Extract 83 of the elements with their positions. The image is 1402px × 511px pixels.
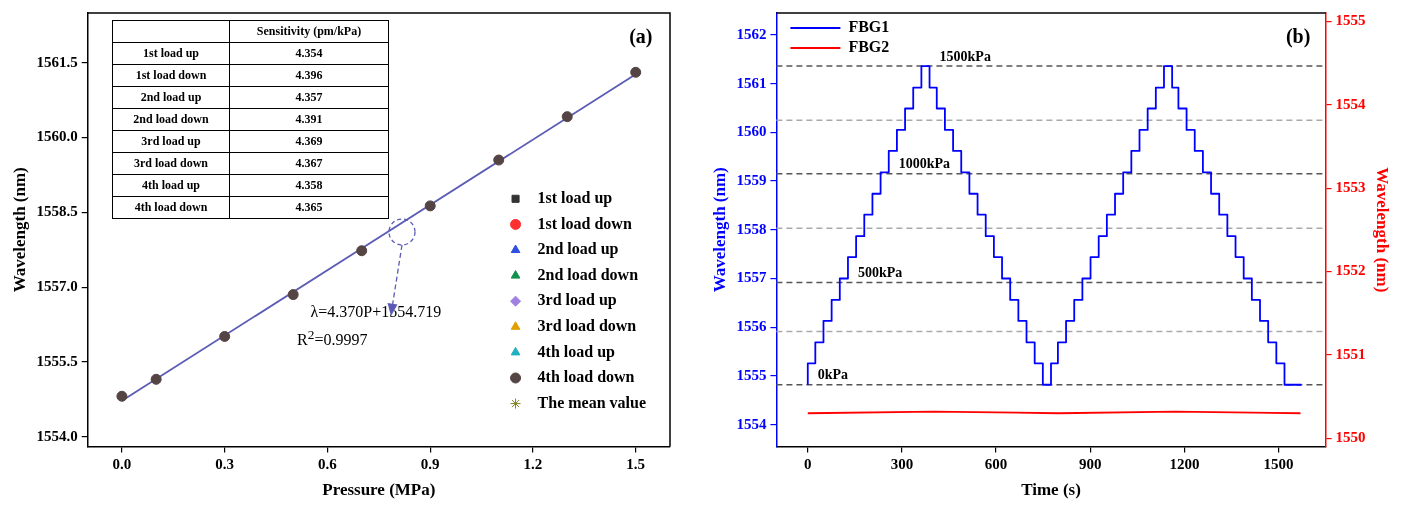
y2-tick-label: 1550	[1335, 429, 1366, 446]
point	[424, 200, 436, 212]
y-tick-label: 1555	[736, 366, 767, 383]
point	[219, 330, 231, 342]
x-tick-label: 600	[984, 456, 1008, 473]
y2-tick-label: 1551	[1335, 345, 1366, 362]
annotation: 3rd load up	[112, 130, 230, 153]
y-tick-label: 1560	[736, 123, 767, 140]
ref-line-label: 1000kPa	[898, 156, 951, 172]
annotation: (a)	[629, 24, 653, 48]
x-tick-label: 300	[890, 456, 914, 473]
legend-label: 3rd load up	[537, 291, 617, 310]
y-tick-label: 1555.5	[36, 352, 78, 369]
x-axis-title: Time (s)	[1021, 480, 1081, 500]
text: Sensitivity (pm/kPa)	[229, 20, 389, 43]
x-tick-label: 1200	[1169, 456, 1200, 473]
legend-label: FBG2	[848, 38, 890, 56]
x-tick-label: 0	[804, 456, 812, 473]
y-tick-label: 1557.0	[36, 277, 78, 294]
y2-tick-label: 1555	[1335, 12, 1366, 29]
y2-tick-label: 1553	[1335, 178, 1366, 195]
legend-label: 1st load down	[537, 214, 632, 232]
annotation: 1st load up	[112, 42, 230, 65]
point	[150, 373, 162, 385]
y-tick-label: 1561	[736, 74, 767, 91]
annotation: 4.367	[229, 152, 389, 175]
x-tick-label: 900	[1078, 456, 1102, 473]
annotation: 4.369	[229, 130, 389, 153]
y-tick-label: 1554	[736, 415, 767, 432]
annotation: R$^{2}$=0.9997	[297, 327, 368, 350]
y-tick-label: 1558.5	[36, 203, 78, 220]
legend-label: 2nd load down	[537, 265, 639, 283]
y2-tick-label: 1554	[1335, 95, 1367, 112]
ref-line-label: 0kPa	[817, 367, 849, 383]
annotation: 4.358	[229, 174, 389, 197]
annotation: 2nd load up	[112, 86, 230, 109]
y2-tick-label: 1552	[1335, 262, 1366, 279]
y-axis-title: Wavelength (nm)	[9, 167, 29, 293]
ref-line-label: 500kPa	[857, 265, 903, 281]
annotation: 4.357	[229, 86, 389, 109]
y-tick-label: 1558	[736, 220, 767, 237]
x-tick-label: 0.6	[318, 456, 338, 473]
point	[116, 390, 128, 402]
annotation: λ=4.370P+1554.719	[310, 303, 442, 322]
y-tick-label: 1562	[736, 25, 767, 42]
annotation: 4.354	[229, 42, 389, 65]
x-axis-title: Pressure (MPa)	[322, 480, 436, 500]
y-tick-label: 1560.0	[36, 128, 78, 145]
annotation: 4th load up	[112, 174, 230, 197]
annotation: 4.365	[229, 196, 389, 219]
point	[287, 289, 299, 301]
point	[493, 154, 505, 166]
y2-axis-title: Wavelength (nm)	[1373, 167, 1393, 293]
point	[630, 66, 642, 78]
annotation: 2nd load down	[112, 108, 230, 131]
legend-label: FBG1	[848, 18, 890, 36]
x-tick-label: 1.2	[523, 456, 543, 473]
y-axis-title: Wavelength (nm)	[709, 167, 729, 293]
legend-label: 2nd load up	[537, 240, 619, 259]
y-tick-label: 1557	[736, 269, 767, 286]
legend-label: 3rd load down	[537, 316, 637, 334]
annotation: 3rd load down	[112, 152, 230, 175]
y-tick-label: 1554.0	[36, 427, 78, 444]
ref-line-label: 1500kPa	[939, 48, 991, 64]
legend-label: 4th load up	[537, 342, 616, 361]
legend-label: The mean value	[537, 393, 647, 411]
x-tick-label: 0.3	[215, 456, 235, 473]
y-tick-label: 1556	[736, 318, 767, 335]
legend-label: 4th load down	[537, 368, 635, 386]
x-tick-label: 1.5	[626, 456, 646, 473]
annotation: (b)	[1285, 24, 1311, 48]
annotation: 4.391	[229, 108, 389, 131]
annotation: 4th load down	[112, 196, 230, 219]
y-tick-label: 1561.5	[36, 53, 78, 70]
annotation: 4.396	[229, 64, 389, 87]
legend-label: 1st load up	[537, 188, 613, 207]
point	[356, 245, 368, 257]
x-tick-label: 0.9	[420, 456, 440, 473]
y-tick-label: 1559	[736, 171, 767, 188]
annotation: 1st load down	[112, 64, 230, 87]
x-tick-label: 1500	[1263, 456, 1294, 473]
x-tick-label: 0.0	[112, 456, 132, 473]
point	[561, 111, 573, 123]
